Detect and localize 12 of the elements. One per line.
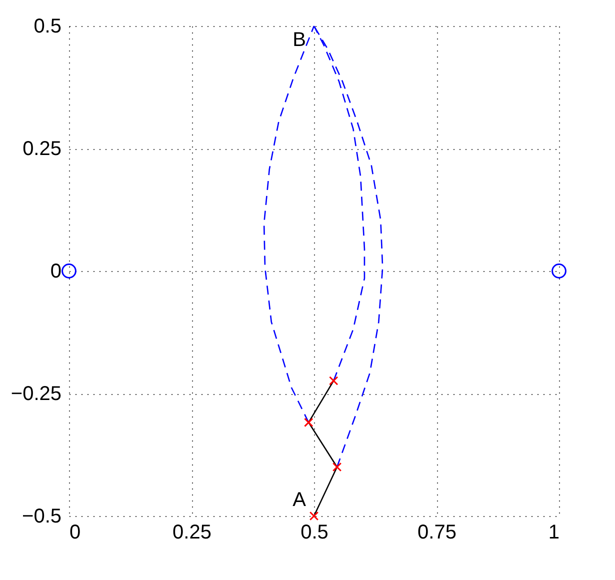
x-tick-label: 1 (548, 522, 560, 544)
x-tick-label: 0.5 (300, 522, 328, 544)
x-tick-label: 0.25 (172, 522, 212, 544)
y-tick-label: −0.5 (22, 506, 62, 528)
annotation: B (292, 29, 306, 51)
y-tick-label: 0 (50, 260, 62, 282)
x-tick-label: 0.75 (418, 522, 456, 544)
x-tick-label: 0 (70, 522, 81, 544)
annotation: A (292, 489, 307, 511)
y-tick-label: 0.5 (34, 16, 62, 38)
y-tick-label: −0.25 (10, 383, 62, 405)
y-tick-label: 0.25 (22, 138, 62, 160)
